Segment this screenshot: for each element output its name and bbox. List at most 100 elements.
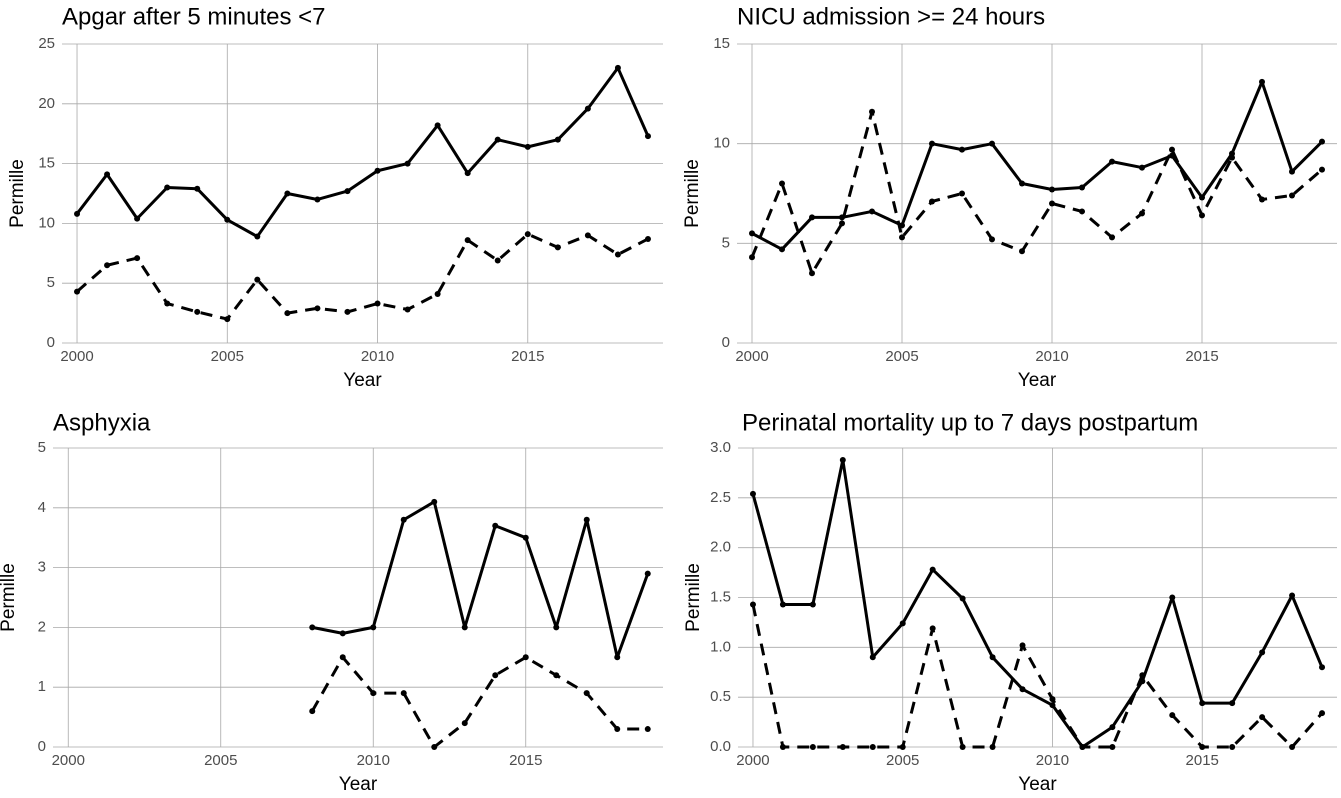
point: [1049, 186, 1055, 193]
y-tick-label: 20: [38, 95, 55, 112]
y-tick-label: 5: [722, 234, 730, 251]
point: [869, 654, 876, 661]
point: [374, 167, 381, 174]
point: [1019, 686, 1026, 693]
point: [1169, 146, 1175, 153]
point: [461, 720, 468, 727]
point: [554, 136, 561, 143]
point: [644, 726, 651, 733]
y-tick-label: 0: [722, 334, 730, 351]
point: [374, 300, 381, 307]
x-axis-label: Year: [1018, 370, 1057, 391]
point: [224, 316, 231, 323]
y-tick-label: 0.5: [710, 688, 731, 705]
point: [989, 744, 996, 750]
y-axis-label: Permille: [0, 563, 19, 632]
x-tick-label: 2000: [735, 348, 768, 365]
point: [104, 171, 111, 178]
point: [1049, 696, 1056, 703]
point: [494, 257, 501, 264]
chart-title: Apgar after 5 minutes <7: [62, 3, 325, 30]
line: [751, 458, 1324, 749]
y-tick-label: 15: [713, 35, 730, 52]
point: [224, 216, 231, 223]
point: [1259, 649, 1266, 656]
y-tick-label: 10: [713, 135, 730, 152]
point: [779, 180, 785, 187]
y-tick-label: 4: [38, 499, 46, 516]
line: [311, 500, 650, 659]
point: [839, 214, 845, 221]
y-axis-label: Permille: [683, 563, 704, 632]
point: [1289, 592, 1296, 599]
x-tick-label: 2015: [511, 348, 544, 365]
y-tick-label: 5: [47, 274, 55, 291]
point: [164, 184, 171, 191]
y-tick-label: 2.5: [710, 489, 731, 506]
point: [749, 490, 756, 497]
point: [554, 244, 561, 251]
point: [1199, 744, 1206, 750]
y-tick-label: 1: [38, 678, 46, 695]
point: [929, 625, 936, 632]
point: [284, 310, 291, 317]
point: [1079, 184, 1085, 191]
line: [310, 655, 648, 749]
chart-title: Asphyxia: [53, 409, 151, 436]
point: [522, 534, 529, 541]
point: [929, 140, 935, 147]
point: [1109, 724, 1116, 731]
chart-title: Perinatal mortality up to 7 days postpar…: [742, 409, 1198, 436]
point: [869, 208, 875, 215]
point: [431, 744, 438, 750]
point: [839, 456, 846, 463]
point: [494, 136, 501, 143]
point: [1049, 702, 1056, 709]
point: [339, 654, 346, 661]
point: [553, 672, 560, 679]
point: [644, 133, 651, 140]
x-axis-label: Year: [1018, 774, 1057, 795]
point: [1019, 248, 1025, 255]
point: [899, 234, 905, 241]
line: [751, 80, 1324, 251]
point: [839, 220, 845, 227]
point: [522, 654, 529, 661]
point: [1139, 164, 1145, 171]
point: [164, 300, 171, 307]
point: [644, 570, 651, 577]
point: [492, 522, 499, 529]
y-tick-label: 0: [38, 738, 46, 755]
point: [194, 308, 201, 315]
point: [749, 254, 755, 261]
x-tick-label: 2015: [509, 752, 542, 769]
point: [1079, 208, 1085, 215]
point: [1319, 166, 1325, 173]
point: [464, 170, 471, 177]
point: [959, 595, 966, 602]
x-tick-label: 2000: [736, 752, 769, 769]
point: [134, 215, 141, 222]
point: [400, 516, 407, 523]
point: [1169, 594, 1176, 601]
point: [309, 624, 316, 631]
point: [959, 146, 965, 153]
x-tick-label: 2000: [60, 348, 93, 365]
point: [1229, 154, 1235, 161]
point: [1199, 700, 1206, 707]
point: [1109, 158, 1115, 165]
point: [929, 566, 936, 573]
point: [74, 210, 81, 217]
y-tick-label: 1.0: [710, 638, 731, 655]
point: [1229, 700, 1236, 707]
y-tick-label: 25: [38, 35, 55, 52]
point: [1319, 664, 1326, 671]
point: [614, 251, 621, 258]
point: [989, 236, 995, 243]
y-tick-label: 2: [38, 618, 46, 635]
point: [1289, 168, 1295, 175]
x-tick-label: 2000: [52, 752, 85, 769]
point: [899, 744, 906, 750]
point: [492, 672, 499, 679]
point: [1139, 210, 1145, 217]
